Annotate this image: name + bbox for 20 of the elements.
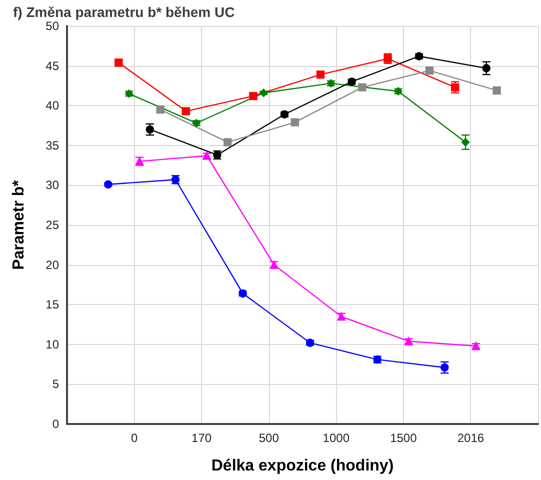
- x-axis-title: Délka expozice (hodiny): [211, 458, 394, 474]
- y-tick-label: 50: [46, 19, 60, 33]
- y-tick-label: 10: [46, 337, 60, 352]
- x-tick-label: 0: [130, 431, 138, 445]
- y-axis-title: Parametr b*: [10, 179, 28, 270]
- x-tick-label: 2016: [457, 431, 484, 445]
- y-tick-label: 0: [52, 417, 60, 431]
- y-tick-label: 45: [46, 58, 60, 73]
- x-tick-label: 170: [192, 431, 212, 445]
- y-tick-label: 40: [46, 98, 60, 113]
- y-tick-label: 35: [46, 138, 60, 152]
- x-tick-label: 1000: [322, 431, 350, 445]
- y-tick-label: 30: [46, 178, 60, 192]
- x-tick-label: 1500: [390, 431, 418, 445]
- x-tick-label: 500: [258, 431, 280, 445]
- y-tick-label: 25: [46, 218, 60, 232]
- y-tick-label: 15: [46, 298, 60, 312]
- y-tick-label: 5: [52, 377, 60, 392]
- y-tick-label: 20: [46, 258, 60, 272]
- chart-title: f) Změna parametru b* během UC: [13, 4, 235, 20]
